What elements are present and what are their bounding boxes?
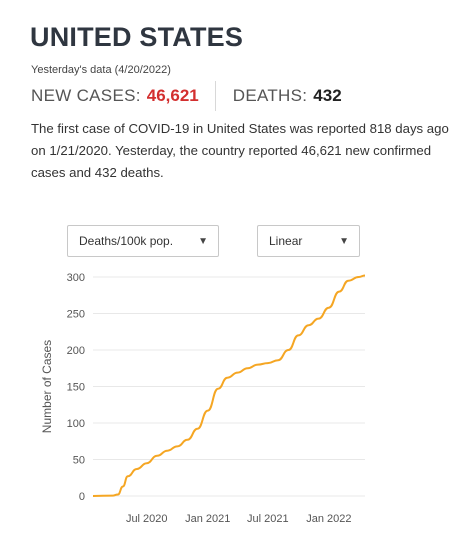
x-tick-label: Jul 2020 [126, 513, 168, 525]
x-tick-label: Jan 2022 [306, 513, 351, 525]
new-cases-stat: NEW CASES: 46,621 [31, 86, 199, 106]
stats-row: NEW CASES: 46,621 DEATHS: 432 [31, 81, 342, 111]
country-title: UNITED STATES [30, 22, 244, 52]
summary-text: The first case of COVID-19 in United Sta… [31, 121, 449, 180]
new-cases-label: NEW CASES: [31, 86, 141, 105]
scale-select[interactable]: Linear ▼ [257, 225, 360, 257]
deaths-label: DEATHS: [232, 86, 308, 105]
deaths-value: 432 [313, 86, 342, 105]
y-tick-label: 150 [67, 382, 85, 394]
x-tick-label: Jul 2021 [247, 513, 289, 525]
x-axis-ticks: Jul 2020 Jan 2021 Jul 2021 Jan 2022 [126, 513, 352, 525]
y-tick-label: 300 [67, 272, 85, 284]
y-tick-label: 250 [67, 309, 85, 321]
y-tick-label: 50 [73, 455, 85, 467]
dropdown-arrow-icon: ▼ [339, 235, 349, 247]
y-tick-label: 100 [67, 418, 85, 430]
metric-select-value: Deaths/100k pop. [79, 234, 174, 248]
dropdown-arrow-icon: ▼ [198, 235, 208, 247]
data-date-subtitle: Yesterday's data (4/20/2022) [31, 64, 171, 76]
deaths-stat: DEATHS: 432 [233, 86, 342, 106]
metric-select[interactable]: Deaths/100k pop. ▼ [67, 225, 219, 257]
chart-gridlines [93, 276, 365, 497]
scale-select-value: Linear [269, 234, 303, 248]
x-tick-label: Jan 2021 [185, 513, 230, 525]
y-tick-label: 0 [79, 491, 85, 503]
stats-divider [214, 81, 216, 111]
series-line [92, 274, 366, 497]
y-tick-label: 200 [67, 345, 85, 357]
new-cases-value: 46,621 [146, 86, 199, 105]
y-axis-title: Number of Cases [40, 340, 54, 433]
y-axis-ticks: 0 50 100 150 200 250 300 [67, 272, 85, 503]
